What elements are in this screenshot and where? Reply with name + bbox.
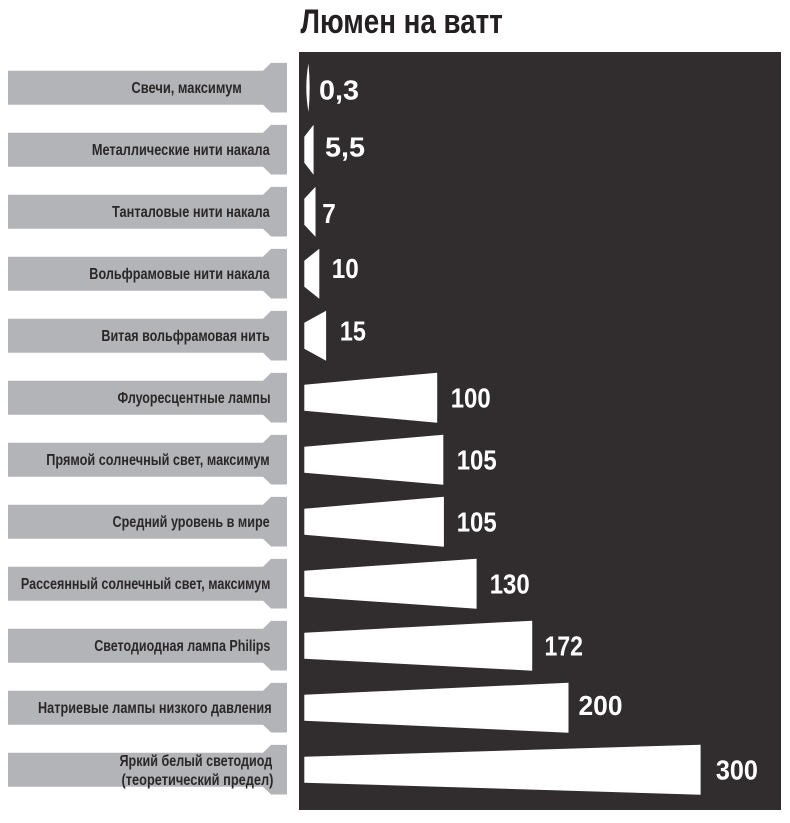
svg-text:Танталовые нити накала: Танталовые нити накала (112, 204, 270, 221)
svg-text:300: 300 (716, 755, 758, 786)
svg-text:Натриевые лампы низкого давлен: Натриевые лампы низкого давления (38, 700, 272, 717)
svg-text:Светодиодная лампа Philips: Светодиодная лампа Philips (94, 638, 270, 655)
svg-text:200: 200 (579, 690, 623, 721)
svg-text:Средний уровень в мире: Средний уровень в мире (113, 514, 270, 531)
svg-text:Яркий белый светодиод: Яркий белый светодиод (120, 753, 273, 770)
svg-text:172: 172 (545, 631, 584, 662)
svg-text:Люмен на ватт: Люмен на ватт (301, 3, 503, 41)
svg-text:Рассеянный солнечный свет, мак: Рассеянный солнечный свет, максимум (21, 576, 271, 593)
svg-text:7: 7 (322, 198, 336, 229)
svg-text:10: 10 (332, 253, 359, 284)
svg-text:100: 100 (451, 383, 491, 414)
svg-text:5,5: 5,5 (325, 132, 365, 163)
svg-text:(теоретический предел): (теоретический предел) (122, 772, 274, 789)
svg-text:Витая вольфрамовая нить: Витая вольфрамовая нить (101, 328, 270, 345)
svg-text:105: 105 (457, 507, 497, 538)
svg-text:0,3: 0,3 (319, 75, 359, 106)
svg-text:15: 15 (340, 316, 366, 347)
svg-text:Свечи, максимум: Свечи, максимум (131, 80, 241, 97)
svg-text:105: 105 (457, 445, 497, 476)
svg-text:130: 130 (490, 569, 530, 600)
svg-text:Флуоресцентные лампы: Флуоресцентные лампы (118, 390, 271, 407)
svg-text:Вольфрамовые нити накала: Вольфрамовые нити накала (89, 266, 270, 283)
svg-text:Прямой солнечный свет, максиму: Прямой солнечный свет, максимум (46, 452, 269, 469)
svg-text:Металлические нити накала: Металлические нити накала (92, 142, 270, 159)
